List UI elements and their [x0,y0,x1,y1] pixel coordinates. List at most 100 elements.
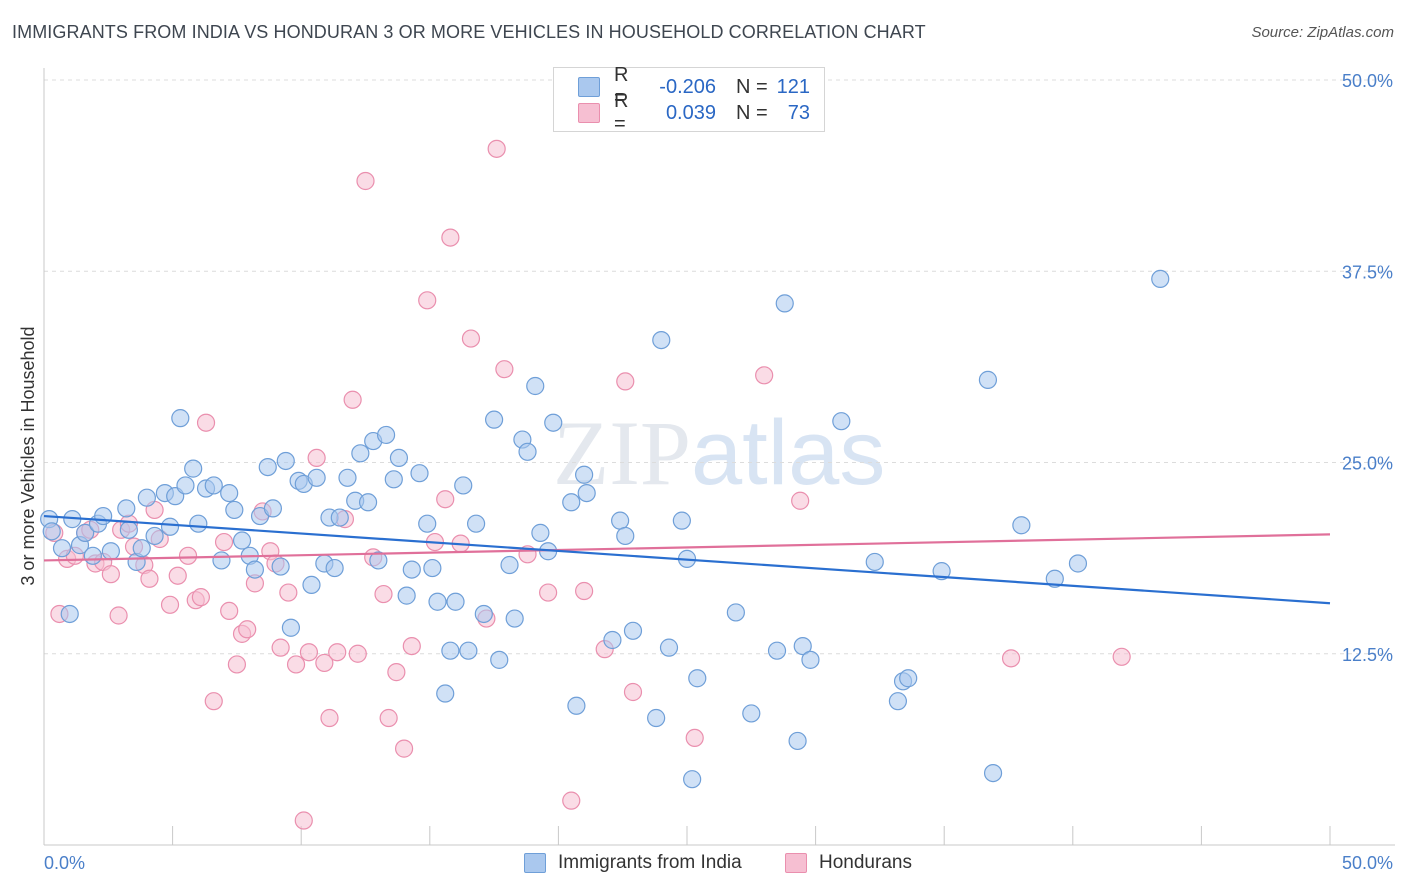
india-point [384,470,403,489]
india-point [204,476,223,495]
india-point [171,409,190,428]
india-point [983,763,1003,783]
honduran-point [299,643,319,662]
india-point [389,448,409,468]
honduran-point [140,569,159,588]
india-point [611,511,630,530]
india-point [397,586,416,605]
india-point [526,376,545,396]
india-point [358,493,378,512]
india-swatch [578,77,600,97]
india-point [325,558,344,578]
india-point [672,511,691,530]
honduran-point [307,448,326,468]
honduran-point [320,708,339,728]
india-point [500,555,519,575]
india-point [726,603,745,622]
honduran-trend-line [43,533,1331,562]
honduran-point [418,291,437,310]
india-point [577,484,596,503]
honduran-point [328,643,347,662]
honduran-point [1112,647,1131,666]
y-axis-label: 3 or more Vehicles in Household [18,326,38,585]
tick-labels: 12.5% 25.0% 37.5% 50.0% 0.0% 50.0% [44,71,1393,873]
legend-row-india: R = -0.206 N = 121 [578,64,810,109]
india-point [307,468,326,487]
honduran-point [227,655,246,674]
chart-title: IMMIGRANTS FROM INDIA VS HONDURAN 3 OR M… [12,22,926,42]
india-point [423,558,442,578]
india-point [1068,554,1088,573]
honduran-point [539,583,558,602]
india-point [94,506,113,526]
legend-item-india[interactable]: Immigrants from India [524,852,742,874]
india-n-label: N = [736,75,768,98]
series-legend: Immigrants from India Hondurans [0,852,1406,878]
india-point [888,692,908,711]
india-point [302,575,321,595]
india-point [793,636,812,656]
india-point [865,552,884,572]
honduran-point [562,791,581,810]
honduran-point [685,728,704,748]
india-point [767,641,787,660]
honduran-point [343,390,362,409]
india-point [258,457,277,477]
india-legend-swatch [524,853,546,873]
y-tick-label: 37.5% [1342,262,1393,282]
honduran-point [348,644,367,663]
honduran-point [109,606,128,625]
honduran-point [575,581,594,601]
india-point [1045,569,1064,588]
honduran-point [374,584,393,604]
india-point [603,630,622,650]
honduran-r-value: 0.039 [665,101,716,124]
y-tick-label: 25.0% [1342,454,1393,474]
india-point [466,514,486,533]
honduran-point [402,636,421,656]
india-point [575,465,594,484]
india-point [351,444,370,463]
india-point [899,669,918,688]
india-point [659,638,679,657]
legend-row-honduran: R = 0.039 N = 73 [578,90,810,135]
honduran-point [286,655,306,674]
india-point [562,493,581,512]
india-point [428,592,447,611]
india-point [518,442,537,461]
india-point [132,539,151,558]
x-tick-label-min: 0.0% [44,853,85,873]
india-point [688,669,707,688]
india-point [160,517,180,536]
india-point [281,618,301,637]
honduran-legend-label: Hondurans [819,852,912,873]
india-point [101,542,120,561]
india-point [683,770,702,789]
india-point [189,514,208,533]
honduran-point [461,329,481,348]
india-point [60,604,79,624]
india-point [184,459,203,478]
honduran-legend-swatch [785,853,807,873]
india-point [338,468,357,487]
honduran-point [623,682,643,702]
legend-item-honduran[interactable]: Hondurans [785,852,912,874]
india-point [490,650,509,669]
india-point [330,508,349,527]
india-point [978,370,998,389]
india-point [410,464,429,483]
india-point [801,650,820,669]
india-point [145,526,164,546]
honduran-point [387,663,406,682]
india-point [505,609,524,628]
honduran-point [791,491,810,510]
source-credit: Source: ZipAtlas.com [1251,24,1394,41]
india-trend-line [43,514,1331,605]
india-point [441,641,460,660]
india-point [119,520,138,539]
honduran-n-value: 73 [787,101,810,124]
honduran-n-label: N = [736,101,768,124]
honduran-point [487,139,506,158]
correlation-legend: R = -0.206 N = 121 R = 0.039 N = 73 [553,64,825,135]
india-point [42,522,61,541]
